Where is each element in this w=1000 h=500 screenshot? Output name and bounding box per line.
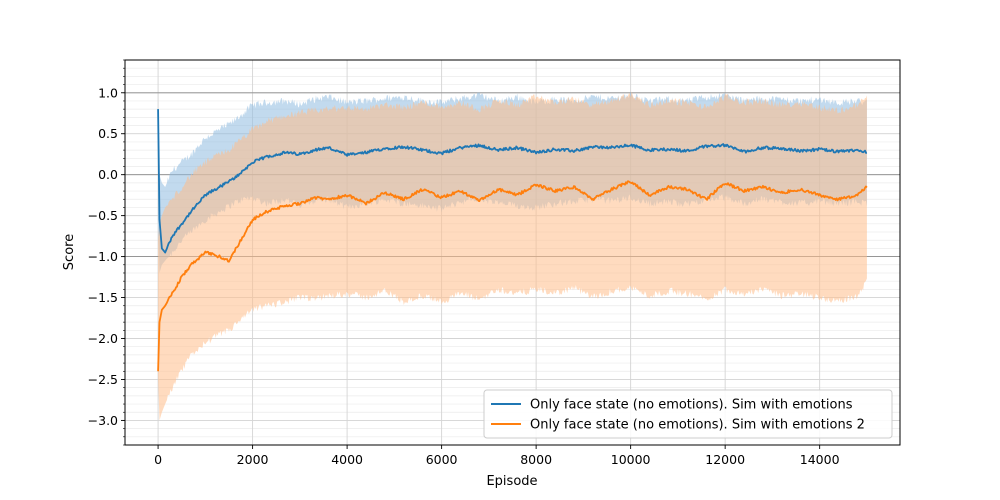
x-tick-label: 2000 xyxy=(237,452,269,467)
y-tick-label: −3.0 xyxy=(88,413,118,428)
y-tick-label: 1.0 xyxy=(98,85,118,100)
y-tick-label: 0.0 xyxy=(98,167,118,182)
x-tick-label: 0 xyxy=(154,452,162,467)
x-tick-label: 14000 xyxy=(800,452,840,467)
error-band-series-2 xyxy=(158,91,867,421)
x-tick-label: 10000 xyxy=(611,452,651,467)
legend-label-series-2: Only face state (no emotions). Sim with … xyxy=(530,418,865,433)
x-axis-label: Episode xyxy=(486,474,537,489)
y-tick-label: −1.5 xyxy=(88,290,118,305)
y-axis-label: Score xyxy=(62,234,77,270)
x-tick-label: 6000 xyxy=(426,452,458,467)
y-tick-label: −2.0 xyxy=(88,331,118,346)
legend-frame xyxy=(483,389,893,439)
plot-frame xyxy=(124,59,901,446)
series-line-2 xyxy=(157,180,868,372)
series-line-1 xyxy=(157,109,868,254)
x-axis: 0 2000 4000 6000 8000 10000 12000 14000 xyxy=(154,445,840,467)
y-tick-label: 0.5 xyxy=(98,126,118,141)
x-tick-label: 4000 xyxy=(331,452,363,467)
legend-label-series-1: Only face state (no emotions). Sim with … xyxy=(530,398,853,413)
x-tick-label: 12000 xyxy=(705,452,745,467)
y-tick-label: −2.5 xyxy=(88,372,118,387)
x-tick-label: 8000 xyxy=(520,452,552,467)
y-tick-label: −1.0 xyxy=(88,249,118,264)
series-lines xyxy=(157,109,868,372)
legend: Only face state (no emotions). Sim with … xyxy=(483,389,893,439)
y-axis: −3.0 −2.5 −2.0 −1.5 −1.0 −0.5 0.0 0.5 1.0 xyxy=(88,59,125,446)
error-bands xyxy=(158,91,867,421)
y-tick-label: −0.5 xyxy=(88,208,118,223)
